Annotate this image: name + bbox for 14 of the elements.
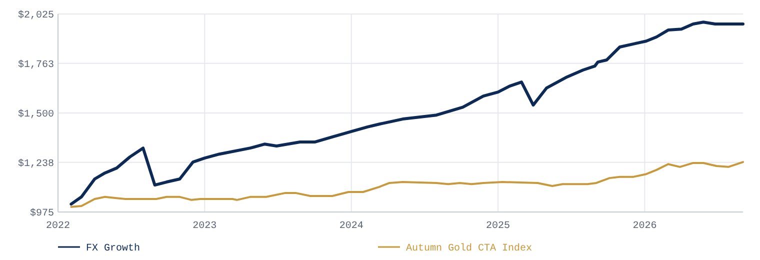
line-series [70, 20, 744, 206]
y-tick-label: $1,500 [18, 108, 54, 120]
x-tick-label: 2023 [192, 221, 217, 232]
line-series [70, 161, 744, 208]
x-tick-label: 2024 [339, 221, 364, 232]
legend-label: FX Growth [86, 242, 140, 254]
y-tick-label: $975 [30, 208, 54, 220]
x-tick-label: 2022 [46, 221, 70, 232]
y-tick-label: $2,025 [18, 10, 54, 22]
x-tick-label: 2025 [486, 221, 510, 232]
legend-label: Autumn Gold CTA Index [406, 242, 532, 254]
y-tick-label: $1,238 [18, 158, 54, 170]
y-tick-label: $1,763 [18, 58, 54, 71]
x-tick-label: 2026 [632, 221, 657, 232]
